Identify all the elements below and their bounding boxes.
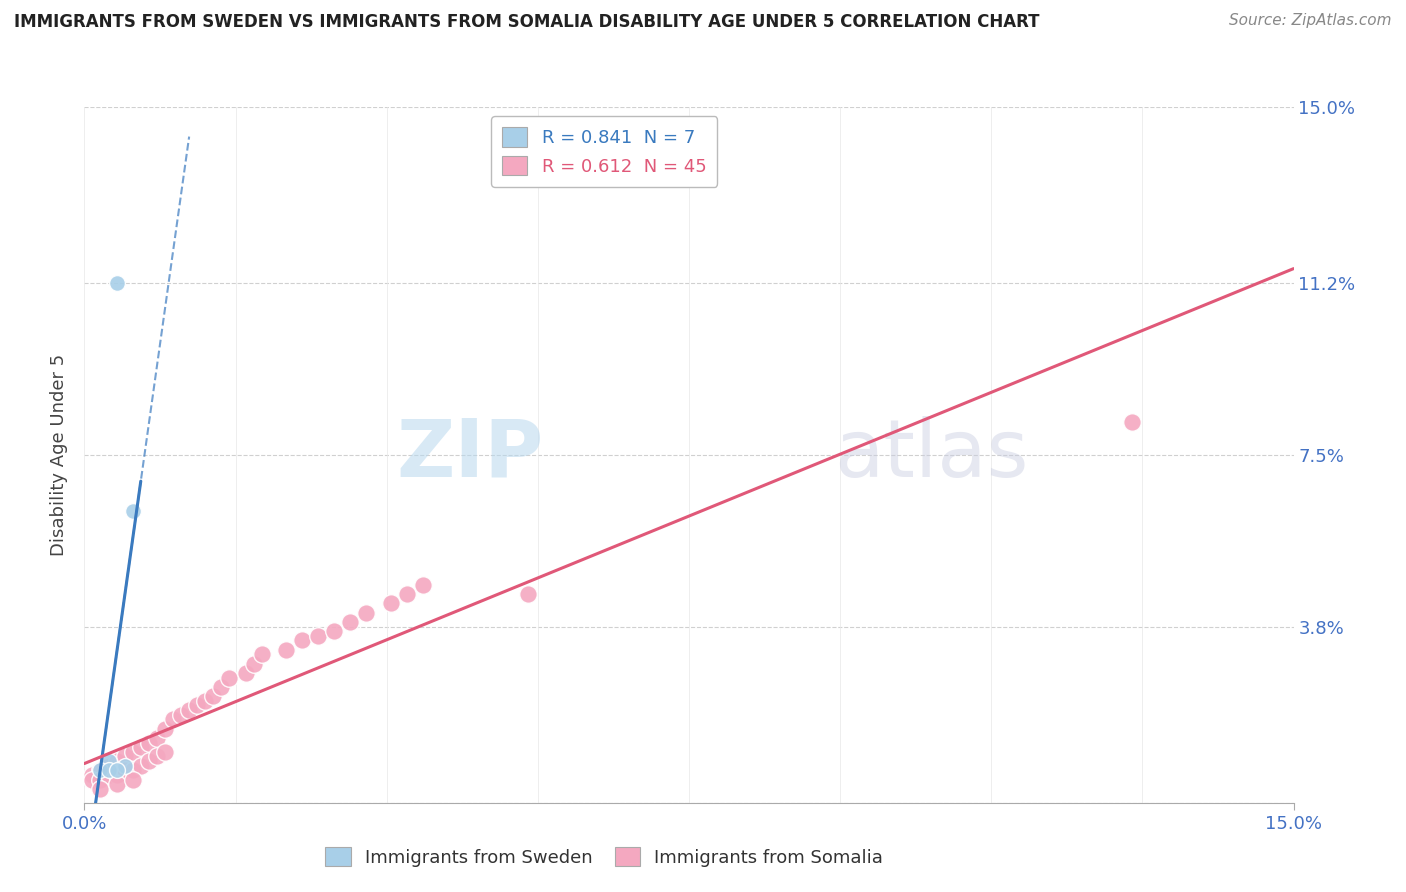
Point — [242, 657, 264, 671]
Point — [105, 277, 128, 291]
Point — [105, 754, 128, 768]
Point — [179, 703, 201, 717]
Point — [146, 749, 169, 764]
Point — [105, 768, 128, 782]
Point — [129, 758, 152, 772]
Text: IMMIGRANTS FROM SWEDEN VS IMMIGRANTS FROM SOMALIA DISABILITY AGE UNDER 5 CORRELA: IMMIGRANTS FROM SWEDEN VS IMMIGRANTS FRO… — [14, 13, 1039, 31]
Point — [380, 596, 402, 610]
Point — [146, 731, 169, 745]
Text: Source: ZipAtlas.com: Source: ZipAtlas.com — [1229, 13, 1392, 29]
Point — [121, 772, 143, 787]
Point — [138, 735, 160, 749]
Point — [97, 764, 120, 778]
Point — [121, 764, 143, 778]
Point — [114, 758, 136, 772]
Point — [89, 772, 111, 787]
Point — [114, 764, 136, 778]
Point — [250, 648, 273, 662]
Point — [121, 745, 143, 759]
Point — [412, 578, 434, 592]
Point — [121, 503, 143, 517]
Point — [82, 768, 104, 782]
Point — [170, 707, 193, 722]
Point — [209, 680, 232, 694]
Point — [89, 781, 111, 796]
Point — [1121, 416, 1143, 430]
Point — [235, 665, 257, 680]
Point — [218, 671, 240, 685]
Point — [153, 722, 176, 736]
Point — [356, 606, 378, 620]
Point — [89, 764, 111, 778]
Point — [105, 764, 128, 778]
Point — [186, 698, 208, 713]
Point — [291, 633, 314, 648]
Point — [129, 740, 152, 755]
Point — [97, 754, 120, 768]
Point — [194, 694, 217, 708]
Point — [274, 642, 297, 657]
Point — [138, 754, 160, 768]
Point — [114, 749, 136, 764]
Point — [202, 689, 225, 703]
Point — [339, 615, 361, 629]
Point — [162, 712, 184, 726]
Text: ZIP: ZIP — [396, 416, 544, 494]
Point — [307, 629, 329, 643]
Point — [82, 772, 104, 787]
Point — [153, 745, 176, 759]
Y-axis label: Disability Age Under 5: Disability Age Under 5 — [51, 354, 69, 556]
Point — [323, 624, 346, 639]
Point — [89, 764, 111, 778]
Point — [395, 587, 418, 601]
Point — [97, 768, 120, 782]
Point — [105, 777, 128, 791]
Text: atlas: atlas — [834, 416, 1028, 494]
Legend: Immigrants from Sweden, Immigrants from Somalia: Immigrants from Sweden, Immigrants from … — [318, 839, 890, 874]
Point — [516, 587, 538, 601]
Point — [97, 758, 120, 772]
